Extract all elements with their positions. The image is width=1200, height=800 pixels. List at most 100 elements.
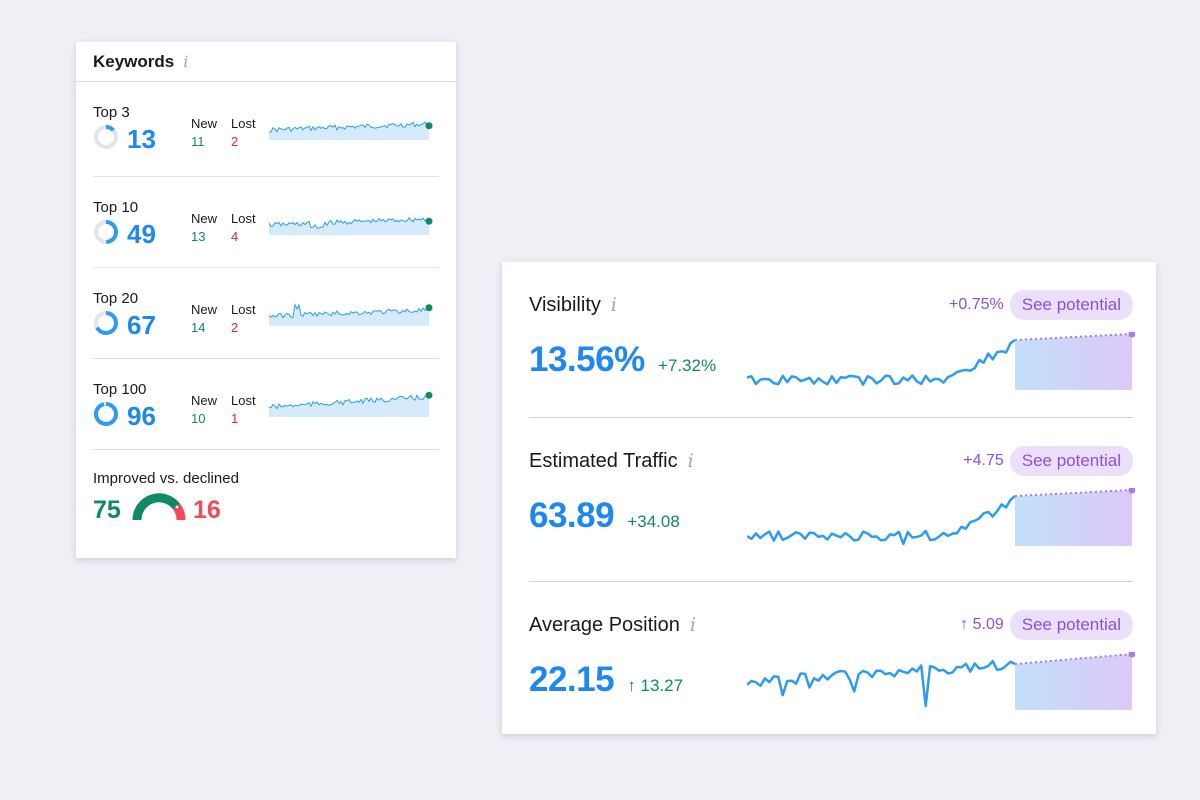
metric-estimated-traffic: Estimated Traffic i 63.89 +34.08 +4.75 Se… — [529, 418, 1135, 582]
sparkline-line — [269, 216, 430, 229]
ring-fill — [94, 311, 118, 335]
metric-value: 63.89 +34.08 — [529, 496, 680, 536]
potential-area: ↑ 5.09 See potential — [960, 610, 1133, 640]
improved-gauge — [132, 493, 186, 521]
metric-title: Visibility i — [529, 294, 617, 317]
lost-label: Lost — [231, 211, 256, 226]
metric-value-number: 63.89 — [529, 496, 615, 535]
metric-value: 13.56% +7.32% — [529, 340, 716, 380]
progress-ring — [94, 220, 118, 244]
progress-ring — [94, 402, 118, 426]
see-potential-button[interactable]: See potential — [1009, 610, 1133, 640]
new-count[interactable]: 10 — [191, 411, 206, 426]
keyword-row-top20[interactable]: Top 20 67 New Lost 14 2 — [93, 268, 439, 359]
keywords-title: Keywords — [93, 51, 175, 71]
see-potential-button[interactable]: See potential — [1009, 446, 1133, 476]
sparkline-end-dot — [425, 217, 433, 225]
info-icon[interactable]: i — [183, 52, 189, 71]
sparkline-area — [269, 304, 429, 326]
metric-value-number: 22.15 — [529, 660, 615, 699]
keywords-widget: Keywords i Top 3 13 New Lost 11 2 Top 10… — [76, 42, 456, 558]
metric-title-text: Average Position — [529, 614, 680, 636]
potential-end-dot — [1128, 332, 1135, 338]
see-potential-button[interactable]: See potential — [1009, 290, 1133, 320]
sparkline-area — [269, 395, 429, 417]
potential-delta: ↑ 5.09 — [960, 616, 1004, 633]
sparkline-area — [269, 122, 429, 140]
declined-count[interactable]: 16 — [193, 496, 221, 524]
keyword-count[interactable]: 67 — [127, 310, 156, 340]
ring-fill — [94, 125, 118, 149]
new-label: New — [191, 393, 218, 408]
keyword-row-label: Top 100 — [93, 381, 147, 398]
keyword-row-top10[interactable]: Top 10 49 New Lost 13 4 — [93, 177, 439, 268]
potential-area: +4.75 See potential — [963, 446, 1133, 476]
new-count[interactable]: 13 — [191, 229, 206, 244]
metric-delta: ↑ 13.27 — [627, 676, 684, 695]
metric-title: Average Position i — [529, 614, 696, 637]
metric-title-text: Estimated Traffic — [529, 450, 678, 472]
keyword-row-top100[interactable]: Top 100 96 New Lost 10 1 — [93, 359, 439, 450]
potential-end-dot — [1128, 652, 1135, 658]
trend-line — [747, 495, 1016, 546]
trend-line — [747, 338, 1016, 386]
lost-label: Lost — [231, 393, 256, 408]
potential-end-dot — [1128, 488, 1135, 494]
potential-area: +0.75% See potential — [949, 290, 1133, 320]
metric-delta: +34.08 — [627, 512, 680, 531]
lost-count[interactable]: 1 — [231, 411, 239, 426]
progress-ring — [94, 311, 118, 335]
lost-count[interactable]: 2 — [231, 134, 239, 149]
ring-fill — [94, 220, 118, 244]
improved-count[interactable]: 75 — [93, 496, 121, 524]
metric-trend-chart — [747, 332, 1135, 390]
metric-delta: +7.32% — [657, 356, 717, 375]
potential-area-fill — [1015, 334, 1132, 390]
new-label: New — [191, 116, 218, 131]
metric-value-number: 13.56% — [529, 340, 645, 379]
keyword-row-top3[interactable]: Top 3 13 New Lost 11 2 — [93, 82, 439, 177]
sparkline-end-dot — [425, 122, 433, 130]
metric-trend-chart — [747, 652, 1135, 710]
lost-label: Lost — [231, 116, 256, 131]
potential-area-fill — [1015, 654, 1132, 710]
lost-count[interactable]: 4 — [231, 229, 239, 244]
progress-ring — [94, 125, 118, 149]
info-icon[interactable]: i — [610, 294, 617, 316]
new-count[interactable]: 14 — [191, 320, 206, 335]
keyword-row-label: Top 3 — [93, 104, 130, 121]
metrics-widget: Visibility i 13.56% +7.32% +0.75% See pot… — [502, 262, 1156, 734]
info-icon[interactable]: i — [689, 614, 696, 636]
metric-value: 22.15 ↑ 13.27 — [529, 660, 683, 700]
potential-area-fill — [1015, 490, 1132, 546]
sparkline — [269, 216, 433, 235]
metric-title: Estimated Traffic i — [529, 450, 694, 473]
improved-label: Improved vs. declined — [93, 470, 239, 487]
new-label: New — [191, 302, 218, 317]
sparkline-line — [269, 394, 430, 410]
keywords-header: Keywords i — [76, 42, 456, 82]
sparkline-area — [269, 217, 429, 235]
new-count[interactable]: 11 — [191, 134, 205, 149]
keyword-count[interactable]: 96 — [127, 401, 156, 431]
new-label: New — [191, 211, 218, 226]
sparkline-end-dot — [425, 391, 433, 399]
info-icon[interactable]: i — [687, 450, 694, 472]
potential-delta: +4.75 — [963, 452, 1004, 469]
keyword-row-label: Top 10 — [93, 199, 139, 216]
lost-label: Lost — [231, 302, 256, 317]
potential-delta: +0.75% — [949, 296, 1004, 313]
sparkline — [269, 391, 433, 417]
ring-fill — [94, 402, 118, 426]
keyword-count[interactable]: 49 — [127, 219, 156, 249]
metric-visibility: Visibility i 13.56% +7.32% +0.75% See pot… — [529, 262, 1135, 418]
keyword-count[interactable]: 13 — [127, 124, 156, 154]
metric-average-position: Average Position i 22.15 ↑ 13.27 ↑ 5.09 S… — [529, 582, 1135, 734]
sparkline-line — [269, 121, 430, 133]
metric-trend-chart — [747, 488, 1135, 546]
sparkline — [269, 303, 433, 326]
sparkline — [269, 121, 433, 140]
lost-count[interactable]: 2 — [231, 320, 239, 335]
sparkline-line — [269, 303, 430, 319]
sparkline-end-dot — [425, 304, 433, 312]
